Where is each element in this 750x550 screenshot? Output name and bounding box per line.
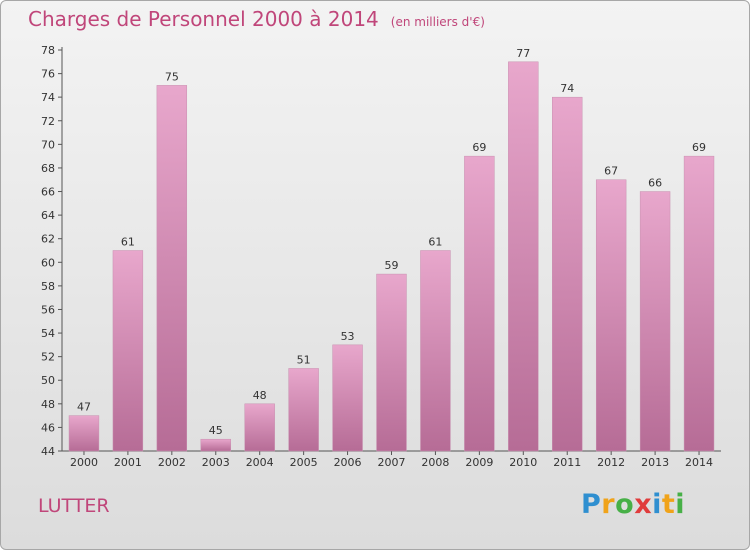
value-label-2005: 51: [297, 353, 311, 366]
x-tick-label-2008: 2008: [421, 456, 449, 469]
x-tick-label-2006: 2006: [334, 456, 362, 469]
value-label-2011: 74: [560, 82, 574, 95]
value-label-2013: 66: [648, 177, 662, 190]
x-tick-label-2005: 2005: [290, 456, 318, 469]
bar-2009: [464, 155, 495, 452]
bar-2000: [68, 415, 100, 452]
chart-title: Charges de Personnel 2000 à 2014: [28, 7, 379, 31]
bar-2005: [288, 368, 319, 452]
x-tick-label-2003: 2003: [202, 456, 230, 469]
y-tick-label: 72: [41, 115, 55, 128]
bar-2001: [112, 250, 144, 452]
value-labels: 47 61 75 45 48 51 53 59 61 69 77 74 67 66 69: [77, 47, 706, 437]
x-tick-label-2011: 2011: [553, 456, 581, 469]
y-tick-label: 44: [41, 445, 55, 458]
bar-2012: [595, 179, 627, 452]
y-tick-label: 52: [41, 351, 55, 364]
x-tick-label-2000: 2000: [70, 456, 98, 469]
value-label-2001: 61: [121, 236, 135, 249]
axes: 44 46 48 50 52 54 56 58 60 62 64 66 68 70 72 74 76 78 2000…: [41, 44, 721, 469]
value-label-2014: 69: [692, 141, 706, 154]
x-tick-label-2014: 2014: [685, 456, 713, 469]
logo-letter: P: [581, 489, 602, 520]
x-tick-label-2013: 2013: [641, 456, 669, 469]
logo-letter: t: [661, 489, 676, 520]
bars: [68, 61, 715, 452]
value-label-2004: 48: [253, 389, 267, 402]
title-row: Charges de Personnel 2000 à 2014 (en mill…: [28, 7, 485, 31]
bar-2004: [244, 403, 275, 452]
bar-2014: [683, 155, 715, 452]
bar-2010: [508, 61, 539, 452]
commune-name: LUTTER: [38, 495, 110, 517]
y-tick-label: 54: [41, 327, 55, 340]
logo-letter: i: [652, 489, 662, 520]
y-tick-label: 70: [41, 138, 55, 151]
bar-2006: [332, 344, 363, 452]
bar-2003: [200, 438, 231, 452]
x-tick-label-2010: 2010: [509, 456, 537, 469]
y-tick-label: 74: [41, 91, 55, 104]
bar-2007: [376, 273, 407, 452]
logo-letter: x: [634, 489, 653, 520]
bar-2011: [552, 96, 583, 452]
y-tick-label: 68: [41, 162, 55, 175]
value-label-2000: 47: [77, 401, 91, 414]
y-tick-label: 58: [41, 280, 55, 293]
value-label-2010: 77: [516, 47, 530, 60]
bar-2013: [639, 191, 671, 452]
value-label-2009: 69: [472, 141, 486, 154]
y-tick-label: 78: [41, 44, 55, 57]
logo-letter: o: [615, 489, 635, 520]
x-tick-label-2002: 2002: [158, 456, 186, 469]
y-tick-label: 56: [41, 303, 55, 316]
x-tick-label-2004: 2004: [246, 456, 274, 469]
value-label-2012: 67: [604, 165, 618, 178]
value-label-2007: 59: [385, 259, 399, 272]
y-tick-label: 46: [41, 421, 55, 434]
proxiti-logo: Proxiti: [581, 489, 685, 520]
y-tick-label: 48: [41, 398, 55, 411]
value-label-2003: 45: [209, 424, 223, 437]
y-tick-label: 66: [41, 186, 55, 199]
bar-2002: [156, 85, 188, 452]
y-tick-label: 76: [41, 68, 55, 81]
y-tick-label: 62: [41, 233, 55, 246]
y-tick-label: 60: [41, 256, 55, 269]
x-tick-label-2001: 2001: [114, 456, 142, 469]
logo-letter: i: [675, 489, 686, 520]
bar-2008: [420, 250, 451, 452]
y-tick-label: 50: [41, 374, 55, 387]
value-label-2002: 75: [165, 70, 179, 83]
x-tick-label-2012: 2012: [597, 456, 625, 469]
x-tick-label-2007: 2007: [378, 456, 406, 469]
y-tick-label: 64: [41, 209, 55, 222]
x-tick-label-2009: 2009: [465, 456, 493, 469]
chart-subtitle: (en milliers d'€): [390, 15, 485, 29]
value-label-2006: 53: [341, 330, 355, 343]
value-label-2008: 61: [428, 236, 442, 249]
logo-letter: r: [601, 489, 616, 520]
